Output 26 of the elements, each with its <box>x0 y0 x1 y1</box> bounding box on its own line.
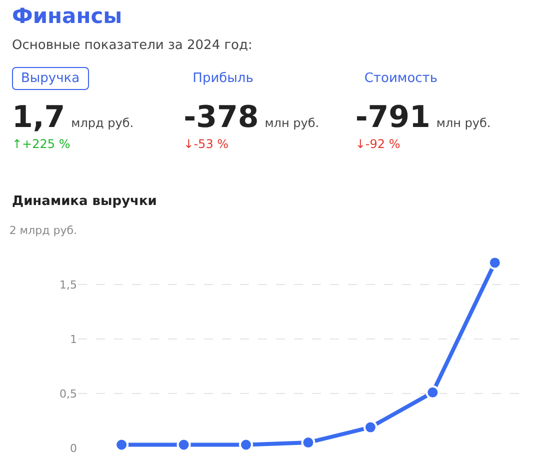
point <box>426 385 440 400</box>
y-tick-label: 0 <box>70 442 77 455</box>
text: ↓-53 % <box>184 137 230 151</box>
text: Финансы <box>12 4 124 28</box>
text: -791 <box>355 100 430 135</box>
y-tick-label: 2 млрд руб. <box>9 224 77 237</box>
text: ↑+225 % <box>12 137 72 151</box>
text: млн руб. <box>264 116 320 130</box>
text: -378 <box>184 100 259 135</box>
text: млн руб. <box>436 116 491 130</box>
point <box>488 256 502 270</box>
point <box>363 420 378 434</box>
text: млрд руб. <box>71 116 134 130</box>
chart-title: Динамика выручки <box>12 194 157 209</box>
y-tick-label: 1 <box>70 332 77 346</box>
text: Прибыль <box>192 70 254 88</box>
y-tick-label: 1,5 <box>60 278 77 292</box>
text: 1,7 <box>12 100 66 135</box>
point <box>114 438 129 452</box>
text: ↓-92 % <box>355 137 402 151</box>
text: Основные показатели за 2024 год: <box>12 38 254 53</box>
text: Выручка <box>12 67 89 90</box>
y-tick-label: 0,5 <box>60 387 77 400</box>
point <box>176 438 191 452</box>
point <box>239 438 253 452</box>
text: Стоимость <box>363 70 439 88</box>
